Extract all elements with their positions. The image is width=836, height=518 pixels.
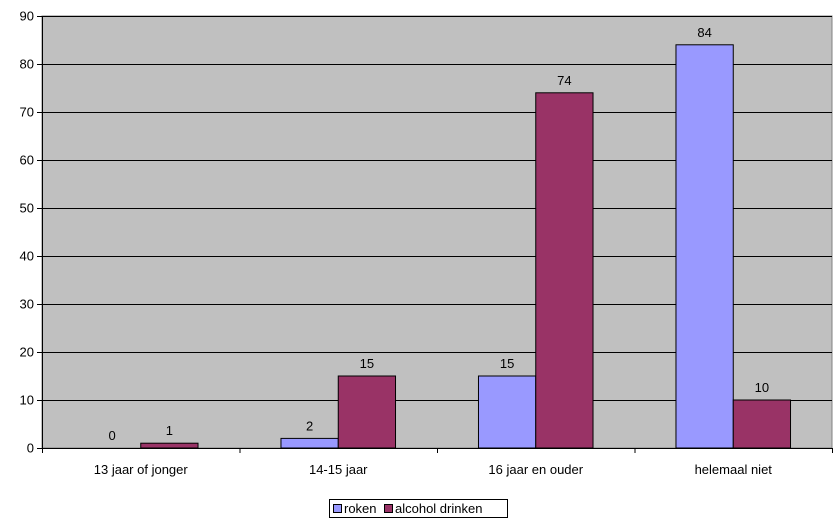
x-tick-label: 16 jaar en ouder — [488, 462, 583, 477]
data-label: 15 — [360, 356, 374, 371]
data-label: 74 — [557, 73, 571, 88]
data-label: 0 — [108, 428, 115, 443]
bar-roken — [675, 44, 734, 449]
bar-roken — [280, 437, 339, 449]
bar-roken — [477, 375, 537, 449]
y-tick-label: 50 — [20, 201, 34, 216]
legend-label: roken — [344, 501, 377, 516]
data-label: 2 — [306, 418, 313, 433]
y-tick-label: 70 — [20, 105, 34, 120]
bar-alcohol-drinken — [732, 399, 792, 449]
y-tick-label: 20 — [20, 345, 34, 360]
x-tick-label: 14-15 jaar — [309, 462, 368, 477]
legend-swatch — [333, 504, 342, 513]
y-tick-label: 30 — [20, 297, 34, 312]
y-tick-label: 0 — [27, 441, 34, 456]
data-labels: 0 2 15 84 1 15 74 10 — [108, 25, 769, 443]
y-tick-label: 60 — [20, 153, 34, 168]
y-tick-label: 90 — [20, 9, 34, 24]
x-axis: 13 jaar of jonger 14-15 jaar 16 jaar en ou… — [42, 448, 833, 477]
bar-alcohol-drinken — [337, 375, 397, 449]
y-tick-label: 80 — [20, 57, 34, 72]
legend-swatch — [384, 504, 393, 513]
y-tick-label: 10 — [20, 393, 34, 408]
x-tick-label: 13 jaar of jonger — [94, 462, 189, 477]
bar-alcohol-drinken — [140, 442, 199, 449]
bars — [140, 44, 792, 449]
legend-label: alcohol drinken — [395, 501, 482, 516]
data-label: 10 — [755, 380, 769, 395]
data-label: 15 — [500, 356, 514, 371]
data-label: 1 — [166, 423, 173, 438]
y-axis: 0 10 20 30 40 50 60 70 80 90 — [20, 9, 43, 456]
data-label: 84 — [697, 25, 711, 40]
x-tick-label: helemaal niet — [695, 462, 773, 477]
bar-alcohol-drinken — [535, 92, 594, 449]
y-tick-label: 40 — [20, 249, 34, 264]
legend: roken alcohol drinken — [329, 499, 508, 518]
